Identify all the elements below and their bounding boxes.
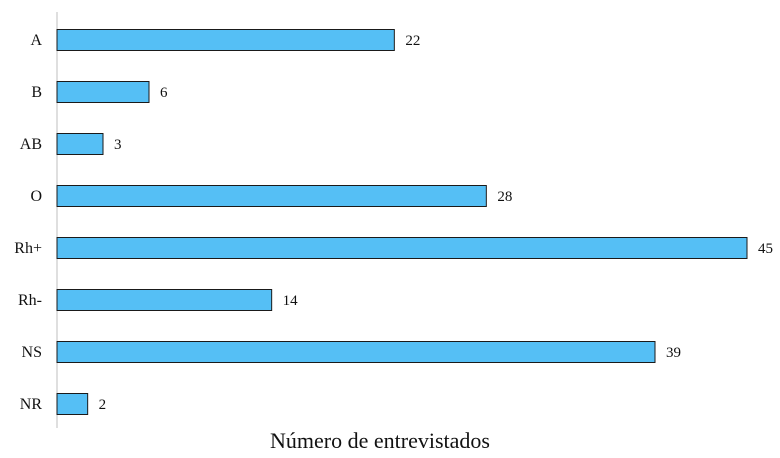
category-label: O [30,188,42,205]
category-label: Rh+ [14,240,42,257]
bar-rh-minus [56,289,273,311]
bar-b [56,81,150,103]
value-label: 22 [405,33,420,49]
value-label: 45 [758,241,773,257]
bar-nr [56,393,89,415]
value-label: 14 [283,293,299,309]
bar-ab [56,133,104,155]
bar-rh-plus [56,237,748,259]
category-label: Rh- [18,292,42,309]
bar-o [56,185,487,207]
value-label: 6 [160,85,168,101]
bar-a [56,29,395,51]
value-label: 39 [666,345,681,361]
value-label: 3 [114,137,122,153]
value-label: 28 [497,189,512,205]
category-label: A [30,32,42,49]
category-label: B [31,84,42,101]
x-axis-label: Número de entrevistados [270,428,490,453]
category-label: NS [22,344,42,361]
value-labels-group: 22 6 3 28 45 14 39 2 [99,33,773,413]
category-label: NR [20,396,43,413]
value-label: 2 [99,397,107,413]
bar-ns [56,341,656,363]
bars-group [56,29,748,415]
category-label: AB [20,136,42,153]
